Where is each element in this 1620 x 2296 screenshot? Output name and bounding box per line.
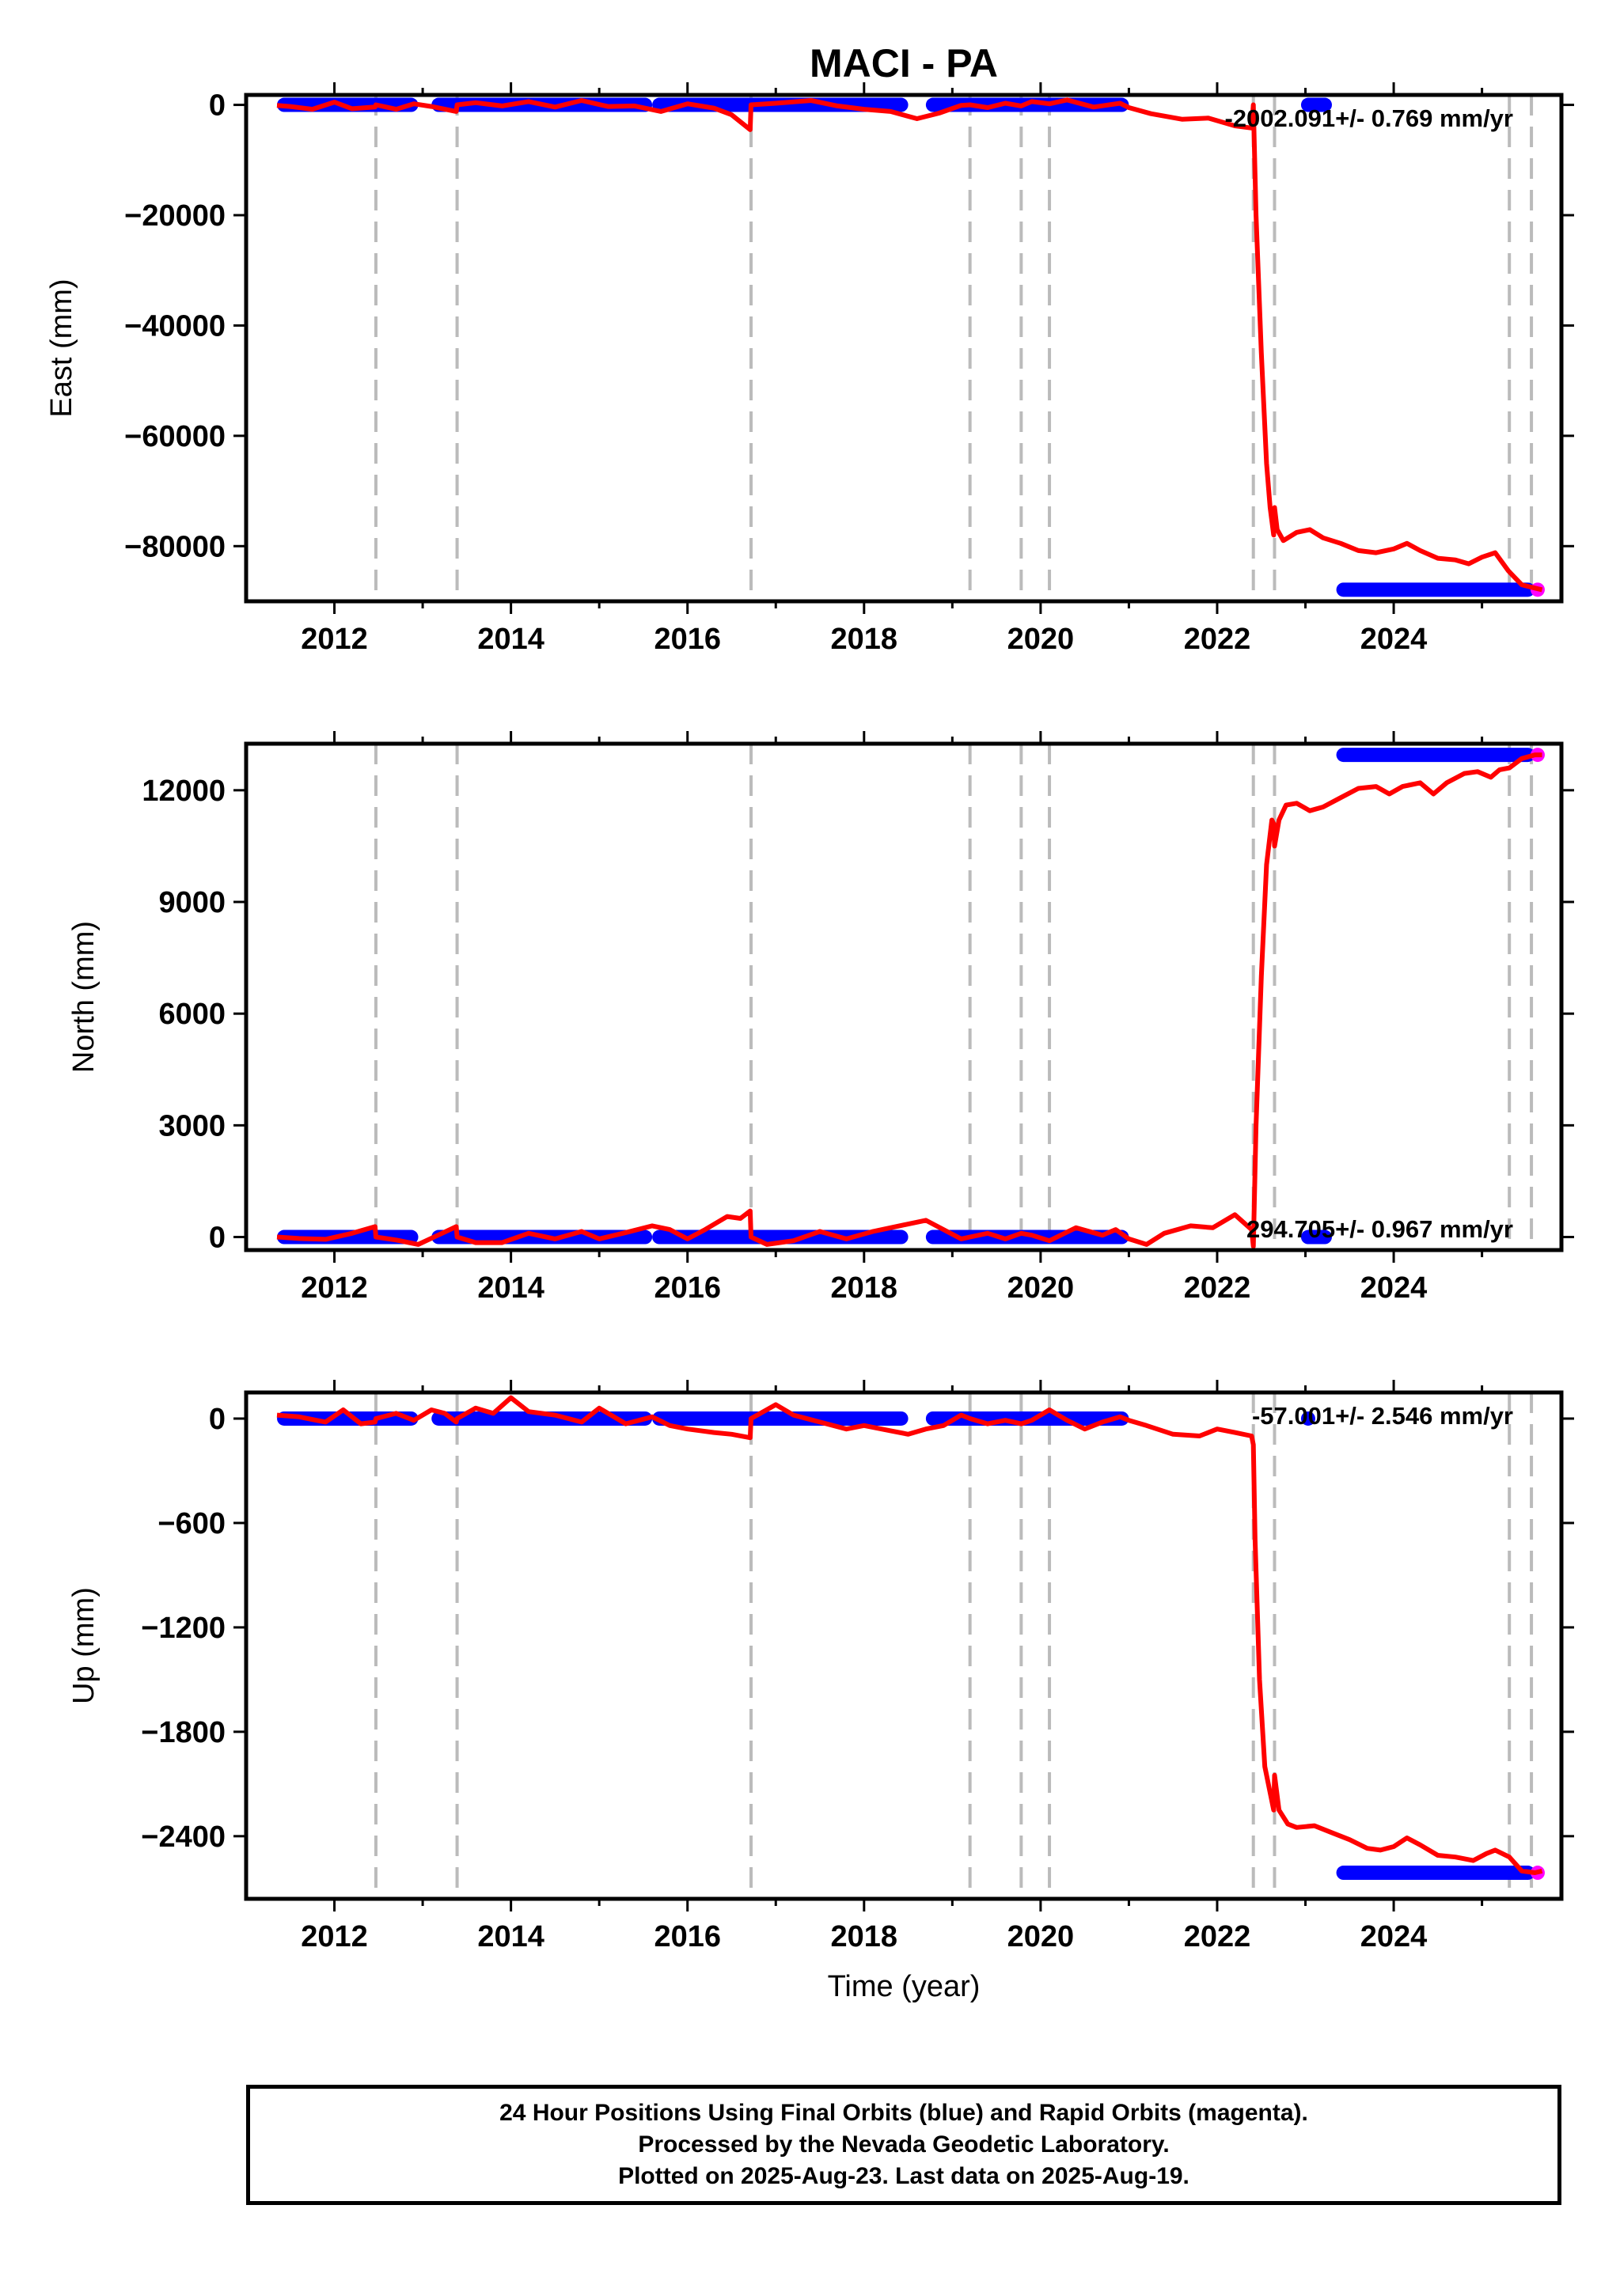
x-tick-label: 2018 (831, 623, 898, 656)
y-tick-label: 9000 (158, 886, 226, 919)
final-orbit-data (1336, 582, 1535, 597)
rate-annotation: 294.705+/- 0.967 mm/yr (1246, 1215, 1513, 1243)
x-tick-label: 2022 (1184, 1271, 1251, 1305)
panel-2: 2012 2014 2016 2018 2020 2022 2024 0 3000 6000 900… (67, 731, 1574, 1305)
y-tick-label: 0 (209, 1403, 226, 1436)
rate-annotation: -57.001+/- 2.546 mm/yr (1252, 1402, 1513, 1430)
y-tick-label: −40000 (124, 309, 226, 343)
x-tick-label: 2014 (477, 623, 544, 656)
y-tick-label: −2400 (141, 1821, 226, 1854)
final-orbit-data (1336, 748, 1535, 763)
x-tick-label: 2022 (1184, 623, 1251, 656)
x-tick-label: 2018 (831, 1920, 898, 1953)
y-tick-label: −1200 (141, 1612, 226, 1645)
footer-line-3: Plotted on 2025-Aug-23. Last data on 202… (618, 2163, 1189, 2189)
panels-group: 2012 2014 2016 2018 2020 2022 2024 0 −20000 −4000… (45, 82, 1574, 1953)
plot-area (276, 1392, 1545, 1899)
x-tick-label: 2012 (301, 623, 368, 656)
plot-area (276, 95, 1545, 601)
final-orbit-data (1300, 97, 1332, 112)
y-tick-label: −20000 (124, 199, 226, 233)
model-curve (276, 752, 1542, 1249)
x-axis-label: Time (year) (828, 1970, 981, 2003)
x-tick-label: 2016 (654, 1920, 721, 1953)
model-curve (276, 1395, 1543, 1875)
panel-3: 2012 2014 2016 2018 2020 2022 2024 0 −600 −1200 −1… (67, 1380, 1574, 1953)
y-tick-label: −600 (157, 1507, 226, 1540)
y-tick-label: 12000 (142, 775, 226, 808)
x-tick-label: 2024 (1360, 1920, 1428, 1953)
rate-annotation: -2002.091+/- 0.769 mm/yr (1224, 104, 1513, 132)
final-orbit-data (652, 1411, 909, 1426)
x-tick-label: 2014 (477, 1920, 544, 1953)
y-axis-label: Up (mm) (67, 1587, 101, 1704)
footer-line-1: 24 Hour Positions Using Final Orbits (bl… (499, 2100, 1308, 2126)
model-curve (276, 97, 1543, 593)
footer-caption: 24 Hour Positions Using Final Orbits (bl… (246, 2085, 1561, 2205)
y-tick-label: −80000 (124, 530, 226, 563)
x-tick-label: 2012 (301, 1920, 368, 1953)
plot-area (276, 744, 1545, 1250)
y-axis-label: North (mm) (67, 921, 101, 1073)
final-orbit-data (1300, 1229, 1332, 1245)
x-tick-label: 2018 (831, 1271, 898, 1305)
y-tick-label: 3000 (158, 1109, 226, 1142)
plot-frame (244, 93, 1564, 604)
y-tick-label: 6000 (158, 998, 226, 1031)
final-orbit-data (431, 1411, 653, 1426)
footer-line-2: Processed by the Nevada Geodetic Laborat… (638, 2131, 1170, 2158)
x-tick-label: 2020 (1007, 1271, 1075, 1305)
y-tick-label: −1800 (141, 1716, 226, 1749)
final-orbit-data (1300, 1411, 1315, 1426)
y-tick-label: 0 (209, 1222, 226, 1255)
y-tick-label: −60000 (124, 420, 226, 453)
x-tick-label: 2020 (1007, 623, 1075, 656)
final-orbit-data (1336, 1866, 1535, 1881)
y-tick-label: 0 (209, 89, 226, 123)
x-tick-label: 2024 (1360, 623, 1428, 656)
x-tick-label: 2012 (301, 1271, 368, 1305)
plot-frame (244, 1390, 1564, 1901)
x-tick-label: 2014 (477, 1271, 544, 1305)
chart-title: MACI - PA (810, 41, 998, 85)
panel-1: 2012 2014 2016 2018 2020 2022 2024 0 −20000 −4000… (45, 82, 1574, 656)
y-axis-label: East (mm) (45, 278, 78, 417)
plot-frame (244, 741, 1564, 1252)
x-tick-label: 2020 (1007, 1920, 1075, 1953)
x-tick-label: 2016 (654, 1271, 721, 1305)
x-tick-label: 2022 (1184, 1920, 1251, 1953)
x-tick-label: 2016 (654, 623, 721, 656)
x-tick-label: 2024 (1360, 1271, 1428, 1305)
